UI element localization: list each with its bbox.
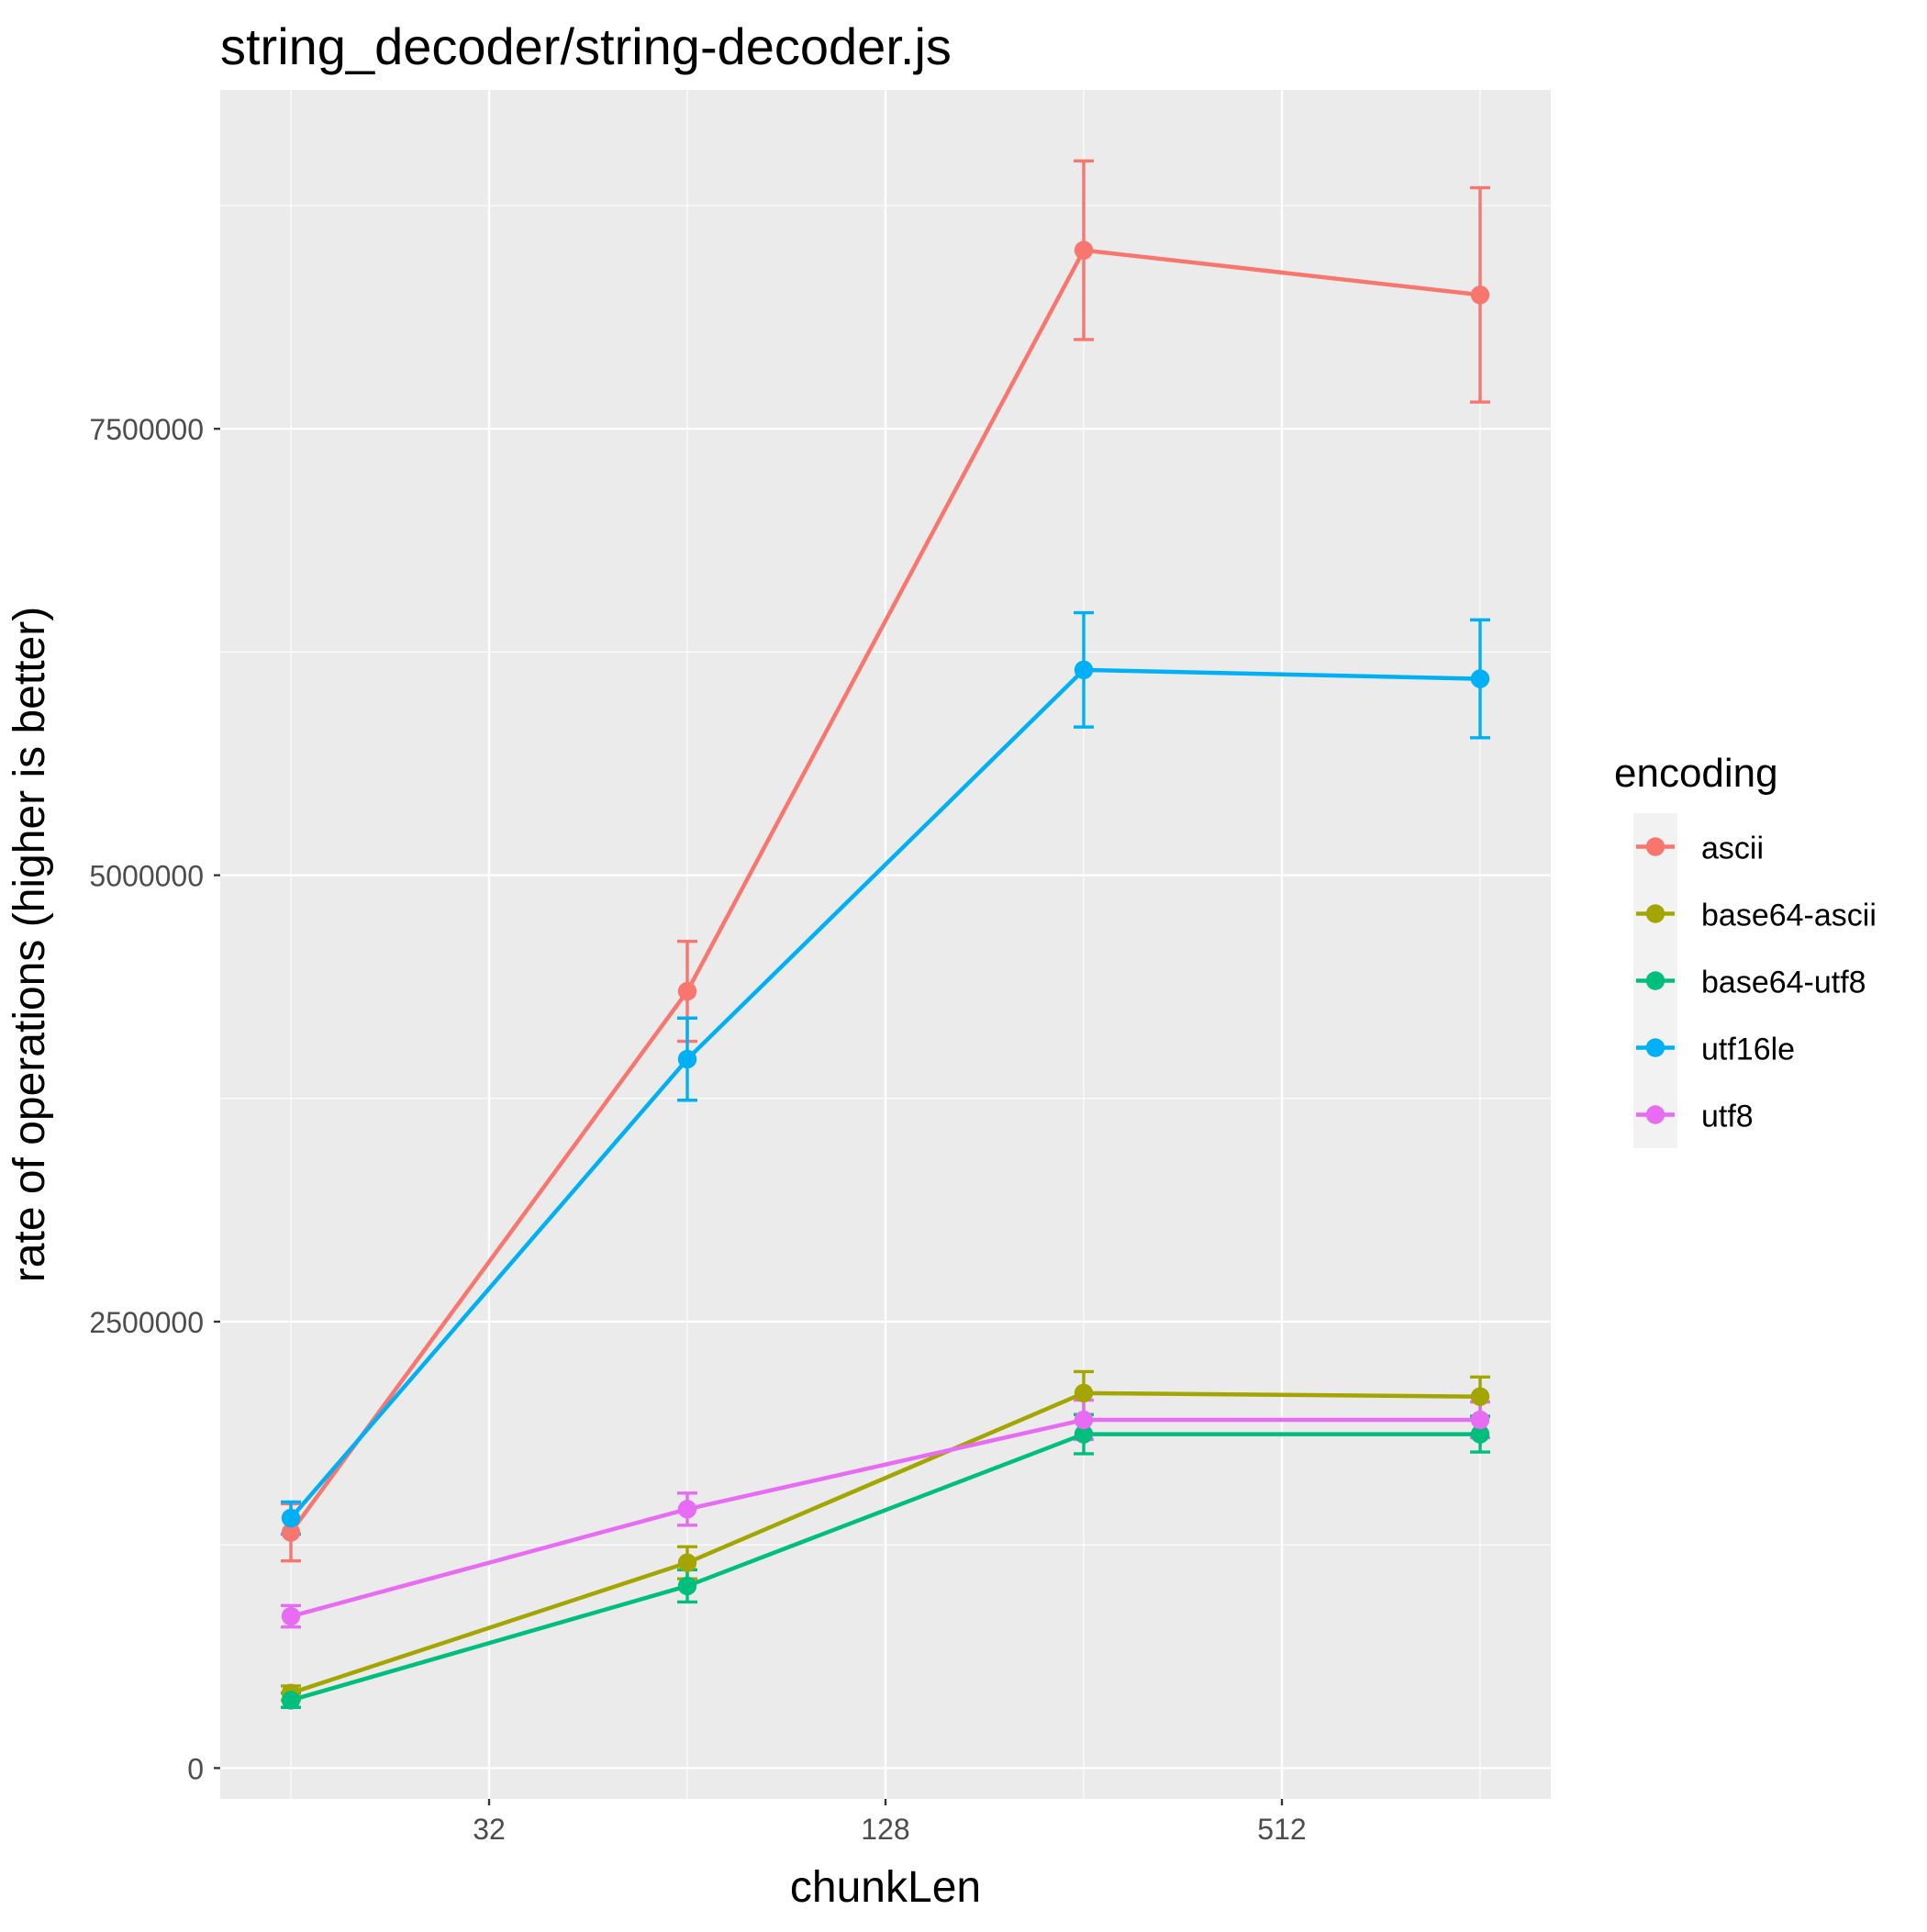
svg-text:base64-utf8: base64-utf8 (1701, 966, 1866, 1000)
svg-text:128: 128 (861, 1813, 909, 1846)
svg-text:2500000: 2500000 (89, 1306, 204, 1339)
svg-text:0: 0 (187, 1752, 204, 1785)
svg-text:string_decoder/string-decoder.: string_decoder/string-decoder.js (220, 17, 952, 75)
svg-text:base64-ascii: base64-ascii (1701, 899, 1877, 933)
svg-text:chunkLen: chunkLen (790, 1863, 981, 1912)
svg-text:rate of operations (higher is: rate of operations (higher is better) (6, 607, 54, 1282)
svg-text:512: 512 (1257, 1813, 1306, 1846)
svg-text:5000000: 5000000 (89, 860, 204, 893)
svg-text:utf8: utf8 (1701, 1100, 1754, 1134)
svg-text:7500000: 7500000 (89, 413, 204, 446)
svg-text:encoding: encoding (1614, 751, 1778, 796)
svg-text:utf16le: utf16le (1701, 1033, 1795, 1067)
svg-text:32: 32 (473, 1813, 506, 1846)
svg-text:ascii: ascii (1701, 832, 1764, 866)
